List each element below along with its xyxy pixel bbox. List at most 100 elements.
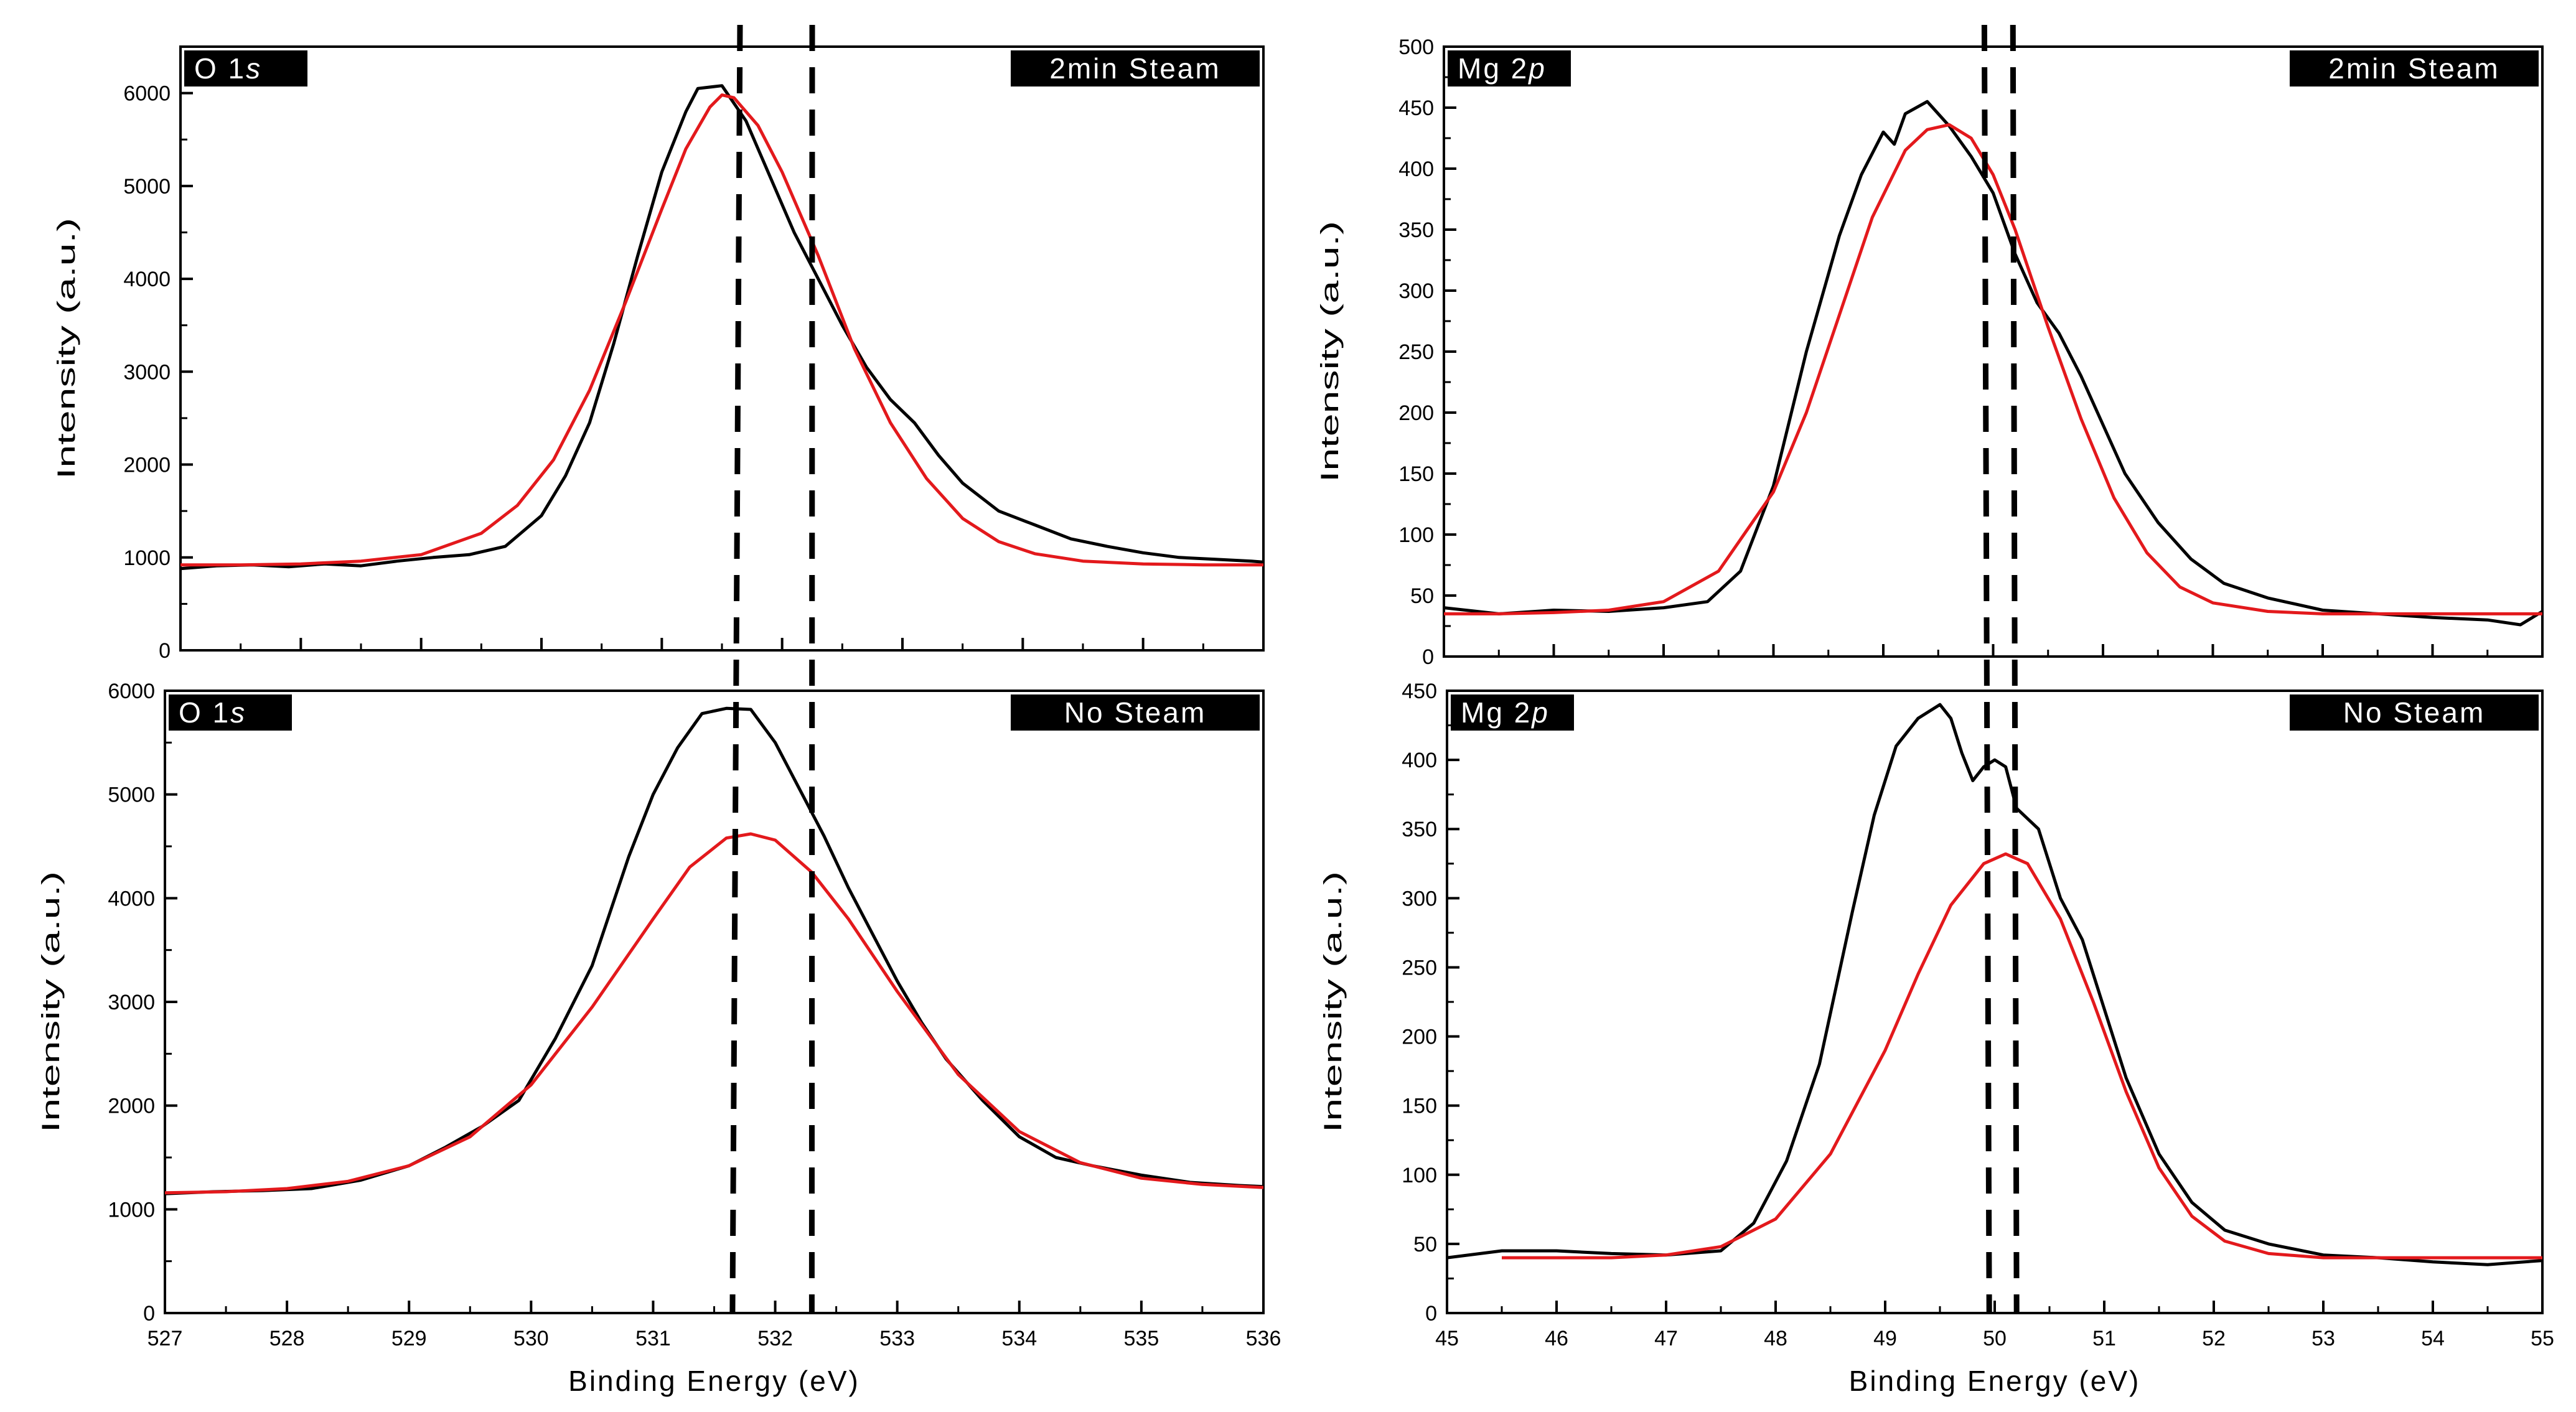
condition-label: 2min Steam bbox=[1049, 52, 1220, 85]
plot-frame bbox=[1446, 690, 2544, 1314]
y-tick-label: 400 bbox=[1402, 749, 1437, 772]
series-group bbox=[165, 706, 1263, 1195]
plot-frame bbox=[1443, 45, 2544, 658]
y-axis-title: Intensity (a.u.) bbox=[1319, 871, 1347, 1133]
experimental-curve bbox=[180, 84, 1263, 571]
x-tick-label: 49 bbox=[1873, 1327, 1897, 1350]
y-tick-label: 200 bbox=[1398, 401, 1434, 425]
region-badge bbox=[1448, 50, 1571, 86]
x-tick-label: 532 bbox=[757, 1327, 793, 1350]
x-axis-title: Binding Energy (eV) bbox=[568, 1365, 860, 1397]
region-label: O 1s bbox=[179, 696, 246, 729]
region-label: Mg 2p bbox=[1461, 696, 1550, 729]
y-tick-label: 1000 bbox=[108, 1198, 155, 1222]
y-tick-label: 6000 bbox=[123, 82, 171, 106]
region-orbital: s bbox=[246, 52, 262, 85]
region-badge bbox=[1451, 694, 1574, 731]
region-orbital: p bbox=[1530, 696, 1550, 729]
x-tick-label: 54 bbox=[2421, 1327, 2445, 1350]
y-tick-label: 250 bbox=[1402, 956, 1437, 980]
fit-curve bbox=[165, 832, 1263, 1195]
condition-badge bbox=[1011, 694, 1260, 731]
y-tick-label: 300 bbox=[1398, 279, 1434, 303]
region-element: O 1 bbox=[179, 696, 230, 729]
y-tick-label: 6000 bbox=[108, 680, 155, 703]
region-label: Mg 2p bbox=[1458, 52, 1547, 85]
y-tick-label: 150 bbox=[1402, 1095, 1437, 1118]
condition-label: No Steam bbox=[2343, 696, 2486, 729]
y-tick-label: 0 bbox=[1422, 645, 1434, 669]
y-tick-label: 5000 bbox=[108, 783, 155, 807]
x-tick-label: 530 bbox=[513, 1327, 549, 1350]
condition-badge bbox=[2290, 694, 2539, 731]
y-tick-label: 0 bbox=[1425, 1302, 1437, 1326]
y-tick-label: 3000 bbox=[123, 360, 171, 384]
y-tick-label: 1000 bbox=[123, 546, 171, 570]
region-orbital: s bbox=[230, 696, 246, 729]
region-element: Mg 2 bbox=[1461, 696, 1532, 729]
series-group bbox=[1444, 100, 2542, 627]
y-tick-label: 350 bbox=[1402, 818, 1437, 841]
panel-top-left: 0 1000 2000 3000 4000 5000 6000 Intensity (a.u.… bbox=[53, 45, 1265, 663]
y-tick-label: 0 bbox=[143, 1302, 155, 1326]
y-tick-label: 3000 bbox=[108, 991, 155, 1014]
y-tick-label: 5000 bbox=[123, 175, 171, 199]
y-tick-label: 50 bbox=[1413, 1233, 1437, 1256]
experimental-curve bbox=[1444, 100, 2542, 627]
dashed-reference-line bbox=[2010, 24, 2020, 1314]
x-tick-label: 52 bbox=[2202, 1327, 2226, 1350]
y-tick-label: 450 bbox=[1398, 96, 1434, 120]
y-tick-label: 4000 bbox=[123, 268, 171, 291]
experimental-curve bbox=[1447, 703, 2542, 1266]
y-tick-label: 250 bbox=[1398, 340, 1434, 364]
y-tick-label: 0 bbox=[159, 639, 171, 663]
plot-frame bbox=[164, 690, 1265, 1314]
condition-label: 2min Steam bbox=[2328, 52, 2499, 85]
x-axis-title: Binding Energy (eV) bbox=[1849, 1365, 2141, 1397]
series-group bbox=[1447, 703, 2542, 1266]
x-tick-label: 531 bbox=[635, 1327, 671, 1350]
plot-frame bbox=[179, 45, 1265, 652]
x-tick-label: 46 bbox=[1545, 1327, 1568, 1350]
region-label: O 1s bbox=[194, 52, 262, 85]
region-element: Mg 2 bbox=[1458, 52, 1529, 85]
y-tick-label: 50 bbox=[1410, 584, 1434, 608]
y-axis-title: Intensity (a.u.) bbox=[53, 218, 80, 479]
x-tick-label: 527 bbox=[148, 1327, 183, 1350]
condition-badge bbox=[1011, 50, 1260, 86]
dashed-reference-line bbox=[1981, 24, 1992, 1314]
region-badge bbox=[184, 50, 307, 86]
region-element: O 1 bbox=[194, 52, 246, 85]
fit-curve bbox=[1444, 123, 2542, 615]
fit-curve bbox=[1502, 852, 2542, 1260]
experimental-curve bbox=[165, 706, 1263, 1195]
y-axis-title: Intensity (a.u.) bbox=[37, 871, 65, 1133]
panel-top-right: 0 50 100 150 200 250 300 350 400 450 500 Intensity … bbox=[1316, 35, 2544, 669]
panel-bottom-right: 45 46 47 48 49 50 51 52 53 54 55 0 50 100 150 200 250 300… bbox=[1319, 680, 2554, 1397]
dashed-reference-line bbox=[729, 24, 743, 1314]
y-tick-label: 500 bbox=[1398, 35, 1434, 59]
y-axis-title: Intensity (a.u.) bbox=[1316, 221, 1344, 482]
x-tick-label: 50 bbox=[1983, 1327, 2007, 1350]
y-tick-label: 400 bbox=[1398, 157, 1434, 181]
y-tick-label: 300 bbox=[1402, 887, 1437, 910]
y-tick-label: 4000 bbox=[108, 887, 155, 910]
x-tick-label: 533 bbox=[879, 1327, 915, 1350]
y-tick-label: 2000 bbox=[123, 454, 171, 477]
region-orbital: p bbox=[1527, 52, 1547, 85]
x-tick-label: 55 bbox=[2531, 1327, 2554, 1350]
x-tick-label: 47 bbox=[1654, 1327, 1678, 1350]
y-tick-label: 100 bbox=[1402, 1164, 1437, 1187]
y-tick-label: 2000 bbox=[108, 1095, 155, 1118]
x-tick-label: 528 bbox=[269, 1327, 305, 1350]
y-tick-label: 100 bbox=[1398, 523, 1434, 547]
y-tick-label: 150 bbox=[1398, 462, 1434, 486]
x-tick-label: 536 bbox=[1246, 1327, 1281, 1350]
x-tick-label: 48 bbox=[1764, 1327, 1787, 1350]
region-badge bbox=[169, 694, 292, 731]
y-tick-label: 350 bbox=[1398, 218, 1434, 242]
x-tick-label: 529 bbox=[391, 1327, 427, 1350]
x-tick-label: 535 bbox=[1124, 1327, 1159, 1350]
x-tick-label: 45 bbox=[1435, 1327, 1459, 1350]
